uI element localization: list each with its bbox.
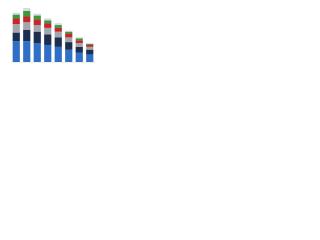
- bar-segment: [86, 43, 94, 44]
- bar-segment: [33, 25, 41, 32]
- bar-segment: [12, 24, 20, 33]
- bar-segment: [23, 22, 31, 30]
- bar-segment: [33, 31, 41, 44]
- bar-segment: [44, 34, 52, 45]
- bar-segment: [12, 14, 20, 19]
- bar-segment: [54, 23, 62, 26]
- bar-segment: [54, 27, 62, 32]
- bar-segment: [12, 32, 20, 42]
- bar-segment: [12, 18, 20, 25]
- bar-segment: [75, 43, 83, 47]
- bar-segment: [75, 37, 83, 39]
- bar-segment: [44, 44, 52, 62]
- bar-segment: [65, 33, 73, 38]
- bar-segment: [23, 29, 31, 42]
- bar-segment: [33, 43, 41, 62]
- bar-segment: [86, 46, 94, 50]
- bar-segment: [12, 41, 20, 62]
- bar-segment: [54, 37, 62, 47]
- chart: [0, 0, 100, 71]
- bar-segment: [86, 54, 94, 62]
- bar-segment: [75, 46, 83, 53]
- bar-segment: [65, 30, 73, 32]
- bar-segment: [23, 8, 31, 11]
- bar-segment: [23, 41, 31, 62]
- bar-segment: [54, 46, 62, 62]
- bar-segment: [23, 10, 31, 17]
- bar-segment: [75, 40, 83, 44]
- bar-segment: [33, 19, 41, 26]
- bar-segment: [65, 31, 73, 34]
- bar-segment: [65, 49, 73, 62]
- bar-segment: [44, 27, 52, 35]
- bar-segment: [44, 20, 52, 24]
- page: (() => { const data = JSON.parse(documen…: [0, 0, 100, 71]
- bar-segment: [33, 13, 41, 16]
- bar-segment: [44, 18, 52, 21]
- bar-segment: [33, 15, 41, 20]
- bar-segment: [54, 31, 62, 38]
- bar-segment: [12, 12, 20, 15]
- bar-segment: [23, 16, 31, 23]
- bar-segment: [86, 44, 94, 45]
- bar-segment: [86, 44, 94, 47]
- bar-segment: [75, 38, 83, 41]
- bar-segment: [75, 52, 83, 62]
- bar-segment: [54, 25, 62, 28]
- bar-segment: [86, 49, 94, 55]
- bar-segment: [44, 23, 52, 28]
- bar-segment: [65, 37, 73, 43]
- bar-segment: [65, 42, 73, 50]
